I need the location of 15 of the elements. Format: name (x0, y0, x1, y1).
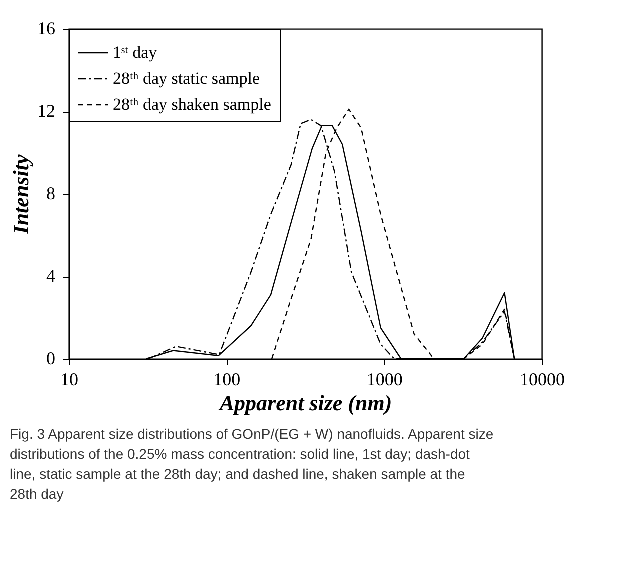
y-tick-label: 8 (46, 184, 56, 204)
x-tick-label: 10 (60, 370, 78, 390)
caption: Fig. 3 Apparent size distributions of GOnP/(EG + W) nanofluids. Apparent size distributions of the 0.25% mass concentration: solid line, 1st day; dash-dot line, static sample at the 28th day; and dashed line, shaken sample at the 28th day (10, 426, 494, 502)
x-axis-title: Apparent size (nm) (218, 390, 392, 416)
y-tick-label: 4 (46, 266, 56, 286)
y-tick-label: 0 (46, 348, 56, 368)
x-tick-label: 10000 (520, 370, 565, 390)
legend-label: 1ˢᵗ day (113, 43, 158, 62)
y-tick-label: 12 (38, 101, 56, 121)
x-tick-label: 100 (214, 370, 241, 390)
y-tick-label: 16 (38, 18, 56, 38)
legend-label: 28ᵗʰ day static sample (113, 69, 260, 88)
legend-label: 28ᵗʰ day shaken sample (113, 95, 272, 114)
x-tick-label: 1000 (366, 370, 403, 390)
y-axis-title: Intensity (8, 154, 34, 236)
